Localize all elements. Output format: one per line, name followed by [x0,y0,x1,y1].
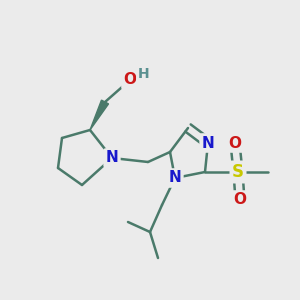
Text: N: N [106,151,118,166]
Text: N: N [202,136,214,151]
Text: O: O [229,136,242,151]
Text: N: N [169,170,182,185]
Text: H: H [138,67,150,81]
Polygon shape [90,100,109,130]
Text: O: O [233,193,247,208]
Text: S: S [232,163,244,181]
Text: O: O [124,73,136,88]
